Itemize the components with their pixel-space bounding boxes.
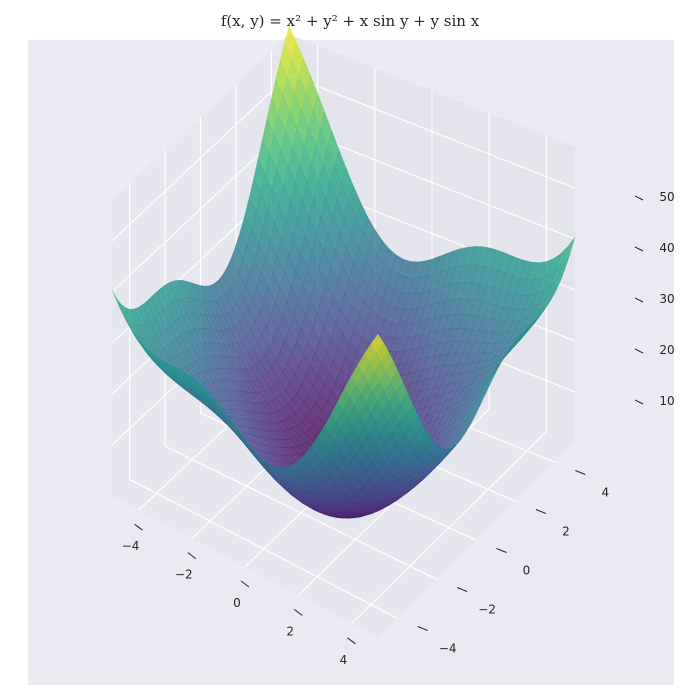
z-tick-label: 30	[659, 292, 674, 306]
surface-facet	[439, 447, 453, 457]
y-tick-label: 2	[562, 525, 570, 539]
grid-line-y	[129, 183, 398, 619]
surface-mesh	[111, 25, 576, 519]
surface-facet	[380, 350, 394, 370]
x-tick-label: 2	[286, 624, 294, 638]
surface-facet	[371, 333, 384, 352]
surface-facet	[518, 324, 531, 341]
surface-facet	[484, 371, 497, 393]
surface-facet	[489, 362, 502, 383]
y-tick-mark	[417, 626, 428, 631]
x-tick-mark	[134, 523, 143, 531]
x-tick-label: −2	[175, 568, 193, 582]
z-tick-label: 20	[659, 343, 674, 357]
x-tick-label: 0	[233, 596, 241, 610]
y-tick-label: −4	[439, 642, 457, 656]
surface-facet	[395, 381, 408, 402]
surface-facet	[425, 439, 438, 453]
x-tick-mark	[293, 609, 303, 616]
z-tick-label: 40	[659, 241, 674, 255]
surface-facet	[479, 381, 492, 403]
grid-line-x	[351, 135, 547, 625]
z-tick-mark	[634, 246, 644, 252]
x-tick-mark	[187, 552, 197, 559]
y-tick-label: 4	[601, 486, 609, 500]
x-tick-mark	[347, 637, 356, 645]
y-tick-mark	[456, 587, 468, 592]
z-tick-mark	[634, 399, 644, 405]
surface-facet	[454, 431, 467, 447]
chart-title: f(x, y) = x² + y² + x sin y + y sin x	[220, 12, 480, 30]
grid-line-x	[297, 113, 490, 596]
surface-facet	[429, 444, 443, 456]
z-tick-mark	[634, 348, 644, 354]
y-tick-mark	[575, 470, 586, 475]
surface-facet	[552, 268, 566, 292]
z-tick-label: 10	[659, 394, 674, 408]
z-tick-label: 50	[659, 190, 674, 204]
surface-facet	[528, 314, 541, 331]
surface-facet	[400, 392, 413, 413]
y-tick-mark	[535, 509, 547, 514]
surface-facet	[513, 329, 527, 346]
y-tick-mark	[496, 548, 507, 553]
z-tick-mark	[634, 297, 644, 303]
surface-facet	[533, 308, 546, 325]
x-tick-label: 4	[340, 653, 348, 667]
x-tick-label: −4	[122, 539, 140, 553]
y-tick-label: 0	[523, 564, 531, 578]
x-tick-mark	[240, 580, 250, 588]
surface-facet	[543, 292, 556, 311]
axis-ticks: −4 −2 0 2 4 −4 −2 0 2 4 10 20 30 40 50	[122, 190, 675, 667]
y-tick-label: −2	[478, 603, 496, 617]
z-tick-mark	[634, 195, 644, 201]
surface-facet	[444, 443, 457, 456]
grid-line-y	[164, 150, 438, 580]
